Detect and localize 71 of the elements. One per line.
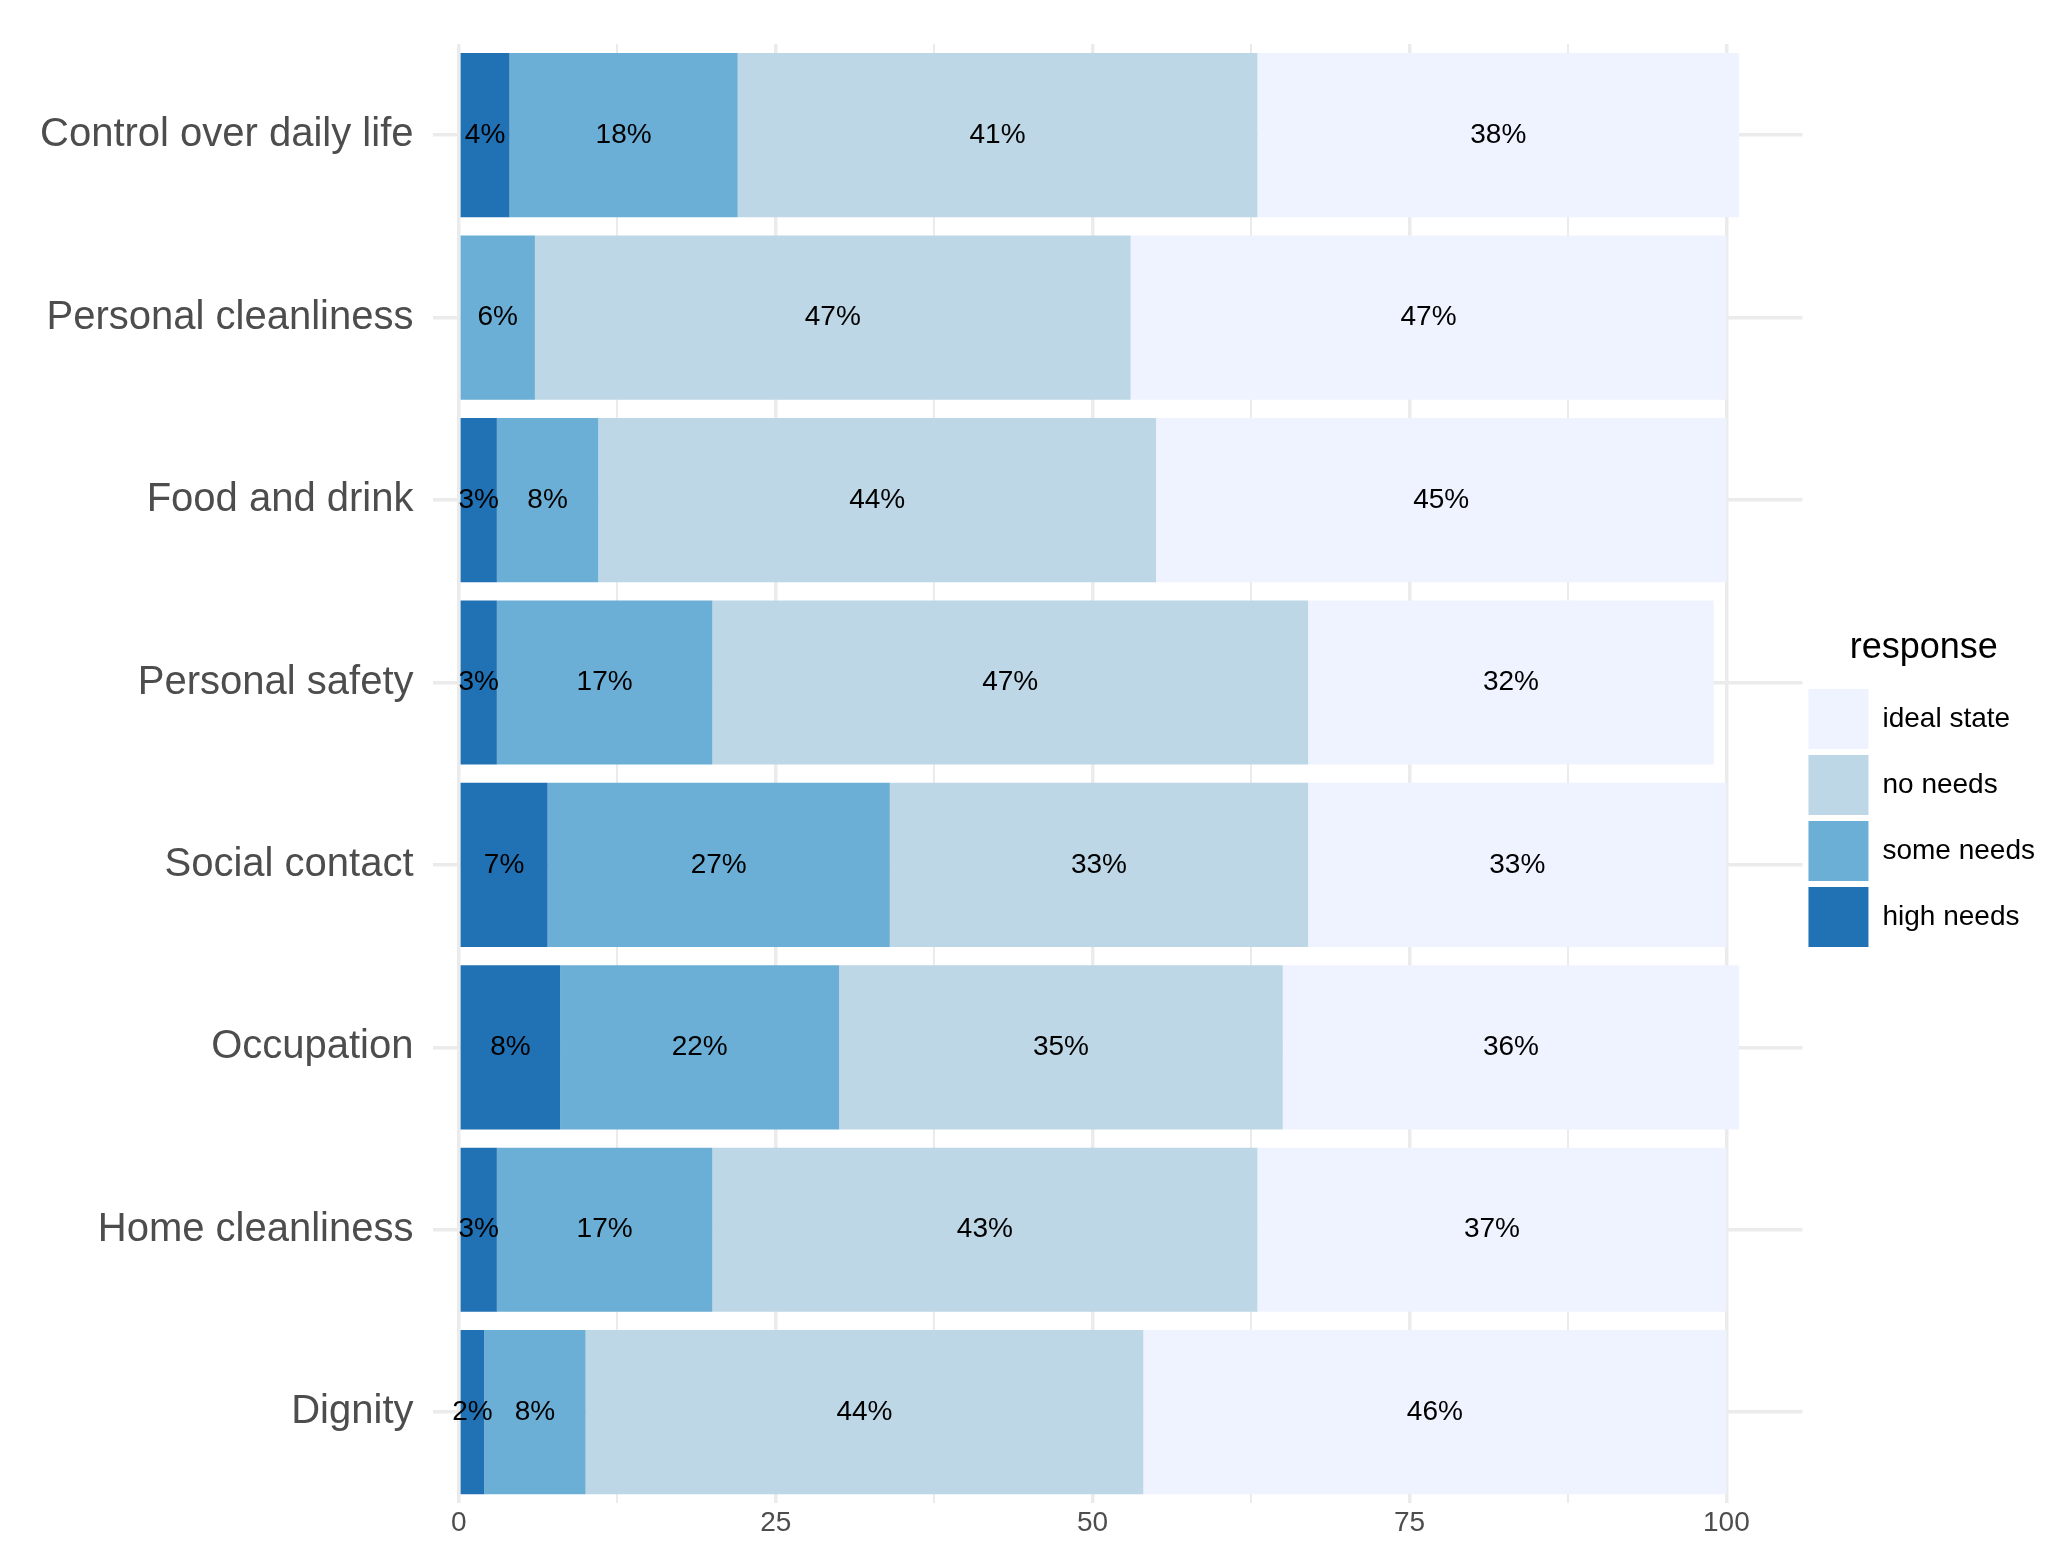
data-label: 18% <box>595 117 652 149</box>
data-label: 8% <box>514 1394 556 1426</box>
bar <box>712 600 1309 765</box>
data-label: 43% <box>956 1212 1013 1244</box>
bar <box>560 965 840 1130</box>
legend-label: some needs <box>1882 833 2036 865</box>
bar <box>712 1147 1258 1312</box>
bar <box>598 417 1157 583</box>
data-label: 6% <box>477 300 518 332</box>
data-label: 47% <box>804 300 861 332</box>
data-label: 41% <box>969 117 1026 149</box>
data-label: 4% <box>464 117 506 149</box>
x-tick-label: 100 <box>1703 1505 1750 1537</box>
legend-label: high needs <box>1882 899 2020 931</box>
bar <box>1156 417 1727 583</box>
bar <box>839 965 1283 1130</box>
data-label: 8% <box>490 1030 531 1062</box>
bar <box>1257 53 1740 218</box>
bar <box>1308 782 1727 947</box>
data-label: 17% <box>576 665 633 697</box>
bar <box>1143 1330 1727 1495</box>
y-tick-label: Control over daily life <box>40 110 414 155</box>
data-label: 33% <box>1070 847 1127 879</box>
data-label: 38% <box>1470 117 1527 149</box>
y-tick-label: Personal cleanliness <box>46 292 414 337</box>
data-label: 33% <box>1489 847 1546 879</box>
bar <box>496 600 713 765</box>
data-label: 32% <box>1482 665 1539 697</box>
bar <box>460 782 548 947</box>
bar <box>460 965 561 1130</box>
bar <box>460 53 510 218</box>
y-tick-label: Dignity <box>291 1387 414 1432</box>
data-label: 46% <box>1406 1394 1463 1426</box>
data-label: 36% <box>1482 1030 1539 1062</box>
bar <box>1130 235 1727 400</box>
bar <box>496 417 599 583</box>
bar <box>534 235 1131 400</box>
x-tick-label: 25 <box>760 1505 792 1537</box>
data-label: 45% <box>1413 482 1470 514</box>
data-label: 7% <box>483 847 525 879</box>
data-label: 44% <box>836 1394 893 1426</box>
bar <box>889 782 1309 947</box>
bar <box>1308 600 1714 765</box>
x-tick-label: 75 <box>1393 1505 1426 1537</box>
data-label: 47% <box>1400 300 1457 332</box>
data-label: 37% <box>1463 1212 1520 1244</box>
legend-label: ideal state <box>1882 701 2011 733</box>
data-label: 8% <box>527 482 568 514</box>
bar <box>460 235 535 400</box>
bar <box>585 1330 1144 1495</box>
bar <box>737 53 1258 218</box>
bar <box>547 782 890 947</box>
y-tick-label: Home cleanliness <box>97 1204 414 1249</box>
data-label: 47% <box>982 665 1039 697</box>
data-label: 35% <box>1032 1030 1089 1062</box>
data-label: 27% <box>690 847 747 879</box>
y-tick-label: Social contact <box>164 839 414 884</box>
legend-label: no needs <box>1882 767 1998 799</box>
y-tick-label: Occupation <box>211 1022 414 1067</box>
data-label: 17% <box>576 1212 633 1244</box>
x-tick-label: 50 <box>1077 1505 1109 1537</box>
bar <box>1257 1147 1727 1312</box>
x-tick-label: 0 <box>451 1505 467 1537</box>
y-tick-label: Food and drink <box>146 475 415 520</box>
data-label: 44% <box>849 482 906 514</box>
bar <box>509 53 738 218</box>
data-label: 22% <box>671 1030 728 1062</box>
y-tick-label: Personal safety <box>137 657 414 702</box>
legend-title: response <box>1849 624 1998 666</box>
bar <box>1282 965 1740 1130</box>
bar <box>496 1147 713 1312</box>
